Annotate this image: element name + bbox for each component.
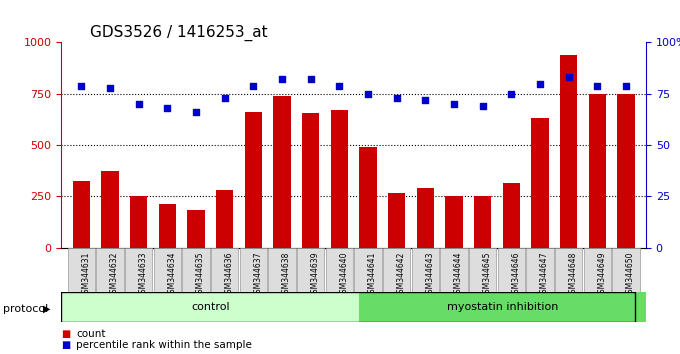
Bar [388,193,405,248]
FancyBboxPatch shape [612,248,640,292]
Point [219,95,230,101]
Text: GSM344647: GSM344647 [540,251,549,298]
Bar [73,181,90,248]
FancyBboxPatch shape [354,248,381,292]
Bar [474,196,491,248]
Text: percentile rank within the sample: percentile rank within the sample [76,340,252,350]
Bar [61,292,359,322]
Text: GSM344637: GSM344637 [253,251,262,298]
Bar [417,188,434,248]
Text: GSM344633: GSM344633 [139,251,148,298]
Text: GSM344646: GSM344646 [511,251,520,298]
FancyBboxPatch shape [326,248,353,292]
FancyBboxPatch shape [125,248,152,292]
Point [449,101,460,107]
Bar [130,196,147,248]
Text: GSM344632: GSM344632 [110,251,119,298]
Text: GSM344638: GSM344638 [282,251,291,298]
Point [506,91,517,97]
Point [534,81,545,86]
Text: GSM344641: GSM344641 [368,251,377,298]
FancyBboxPatch shape [440,248,468,292]
FancyBboxPatch shape [268,248,296,292]
Bar [560,55,577,248]
Bar [330,110,348,248]
FancyBboxPatch shape [239,248,267,292]
Point [362,91,373,97]
Bar [359,292,646,322]
Point [277,76,288,82]
Text: GSM344634: GSM344634 [167,251,176,298]
Text: GDS3526 / 1416253_at: GDS3526 / 1416253_at [90,25,268,41]
Bar [617,94,634,248]
Text: ■: ■ [61,340,71,350]
Text: GSM344649: GSM344649 [597,251,607,298]
Point [391,95,402,101]
FancyBboxPatch shape [211,248,239,292]
Text: count: count [76,329,105,339]
FancyBboxPatch shape [526,248,554,292]
FancyBboxPatch shape [182,248,209,292]
Bar [445,196,462,248]
FancyBboxPatch shape [154,248,181,292]
Point [420,97,430,103]
Bar [273,96,290,248]
Text: GSM344650: GSM344650 [626,251,635,298]
FancyBboxPatch shape [67,248,95,292]
Text: ▶: ▶ [43,304,50,314]
Point [592,83,602,88]
Bar [302,113,319,248]
Text: GSM344639: GSM344639 [311,251,320,298]
Text: GSM344631: GSM344631 [82,251,90,298]
Bar [589,94,606,248]
Text: GSM344643: GSM344643 [425,251,435,298]
Point [620,83,631,88]
Text: GSM344635: GSM344635 [196,251,205,298]
Point [105,85,116,91]
Text: myostatin inhibition: myostatin inhibition [447,302,558,312]
Point [133,101,144,107]
Text: ■: ■ [61,329,71,339]
FancyBboxPatch shape [383,248,410,292]
Text: control: control [191,302,230,312]
Bar [187,210,205,248]
Text: GSM344642: GSM344642 [396,251,405,298]
FancyBboxPatch shape [411,248,439,292]
Point [334,83,345,88]
Text: GSM344636: GSM344636 [224,251,234,298]
Bar [245,112,262,248]
FancyBboxPatch shape [555,248,582,292]
Bar [359,147,377,248]
Point [190,109,201,115]
Point [563,75,574,80]
Point [76,83,87,88]
Bar [101,171,118,248]
Text: protocol: protocol [3,304,49,314]
FancyBboxPatch shape [469,248,496,292]
Text: GSM344648: GSM344648 [568,251,577,298]
Point [162,105,173,111]
Text: GSM344640: GSM344640 [339,251,348,298]
FancyBboxPatch shape [96,248,124,292]
Point [477,103,488,109]
Point [305,76,316,82]
FancyBboxPatch shape [583,248,611,292]
Text: GSM344644: GSM344644 [454,251,463,298]
Text: GSM344645: GSM344645 [483,251,492,298]
FancyBboxPatch shape [297,248,324,292]
Point [248,83,258,88]
Bar [503,183,520,248]
Bar [158,204,176,248]
FancyBboxPatch shape [498,248,525,292]
Bar [216,190,233,248]
Bar [531,119,549,248]
